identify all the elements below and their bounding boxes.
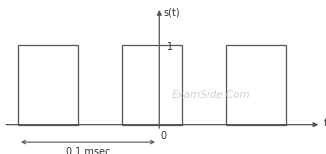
Bar (122, 45, 182, 125)
Text: 1: 1 (167, 42, 173, 52)
Bar (18, 45, 78, 125)
Text: t: t (323, 118, 326, 128)
Text: 0.1 msec: 0.1 msec (66, 147, 110, 154)
Text: 0: 0 (161, 131, 167, 141)
Text: ExamSide.Com: ExamSide.Com (171, 90, 250, 100)
Text: s(t): s(t) (164, 7, 180, 17)
Bar (226, 45, 286, 125)
